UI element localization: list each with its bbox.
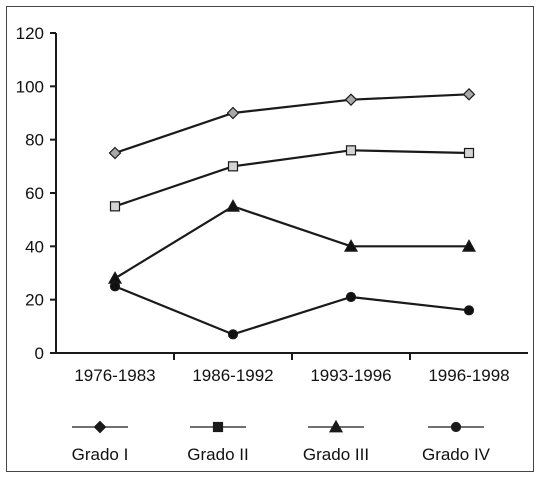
y-tick-label: 100 — [16, 77, 44, 96]
data-point — [227, 329, 239, 340]
legend-marker — [450, 421, 462, 433]
data-point — [344, 93, 358, 107]
data-point — [461, 239, 477, 252]
data-point — [463, 147, 475, 159]
data-point — [226, 106, 240, 120]
legend-marker — [212, 421, 224, 433]
data-point — [225, 199, 241, 212]
data-point — [345, 145, 357, 156]
x-tick-label: 1996-1998 — [428, 366, 509, 385]
legend-item: Grado III — [303, 419, 369, 464]
legend-item: Grado II — [187, 421, 249, 464]
series-2 — [109, 145, 475, 212]
data-point — [108, 146, 122, 160]
data-point — [109, 281, 121, 292]
legend: Grado I Grado II Grado III Grado IV — [72, 419, 491, 464]
series-4 — [109, 281, 475, 340]
data-point — [227, 161, 239, 172]
y-tick-label: 20 — [25, 291, 44, 310]
data-point — [109, 201, 121, 212]
legend-marker — [328, 419, 344, 433]
x-tick-label: 1986-1992 — [192, 366, 273, 385]
y-axis-ticks: 0 20 40 60 80 100 120 — [16, 24, 56, 363]
x-tick-label: 1993-1996 — [310, 366, 391, 385]
x-tick-label: 1976-1983 — [74, 366, 155, 385]
legend-item: Grado I — [72, 420, 129, 464]
y-tick-label: 0 — [35, 344, 44, 363]
chart-frame — [6, 6, 534, 472]
series-line — [114, 93, 470, 155]
data-point — [345, 291, 357, 303]
legend-label: Grado II — [187, 445, 248, 464]
y-tick-label: 40 — [25, 237, 44, 256]
legend-item: Grado IV — [422, 421, 491, 464]
series-1 — [108, 87, 476, 160]
legend-label: Grado III — [303, 445, 369, 464]
series-3 — [107, 199, 477, 284]
legend-marker — [93, 420, 107, 434]
legend-label: Grado I — [72, 445, 129, 464]
data-point — [462, 87, 476, 101]
series-line — [114, 285, 470, 336]
x-axis-ticks: 1976-1983 1986-1992 1993-1996 1996-1998 — [74, 353, 510, 385]
series-line — [114, 205, 469, 280]
data-point — [463, 305, 475, 316]
data-point — [343, 239, 359, 252]
y-tick-label: 60 — [25, 184, 44, 203]
y-tick-label: 120 — [16, 24, 44, 43]
series-line — [114, 149, 470, 208]
series-group — [107, 87, 477, 340]
legend-label: Grado IV — [422, 445, 491, 464]
y-tick-label: 80 — [25, 131, 44, 150]
